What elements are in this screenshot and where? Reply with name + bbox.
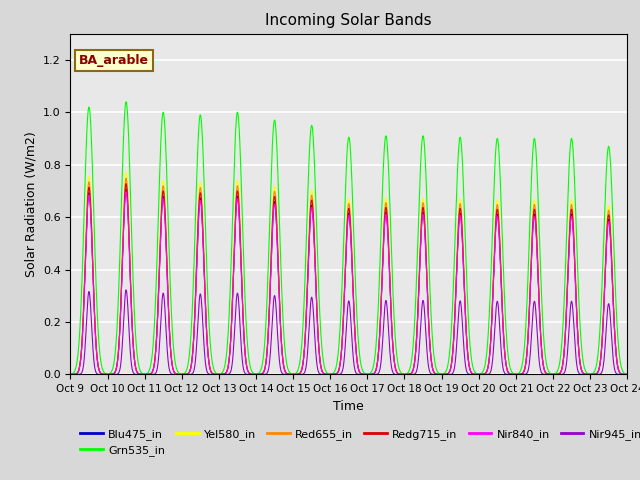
Nir945_in	[67, 372, 74, 377]
Red655_in	[122, 175, 130, 181]
Blu475_in	[122, 186, 130, 192]
X-axis label: Time: Time	[333, 400, 364, 413]
Grn535_in	[505, 358, 513, 363]
Blu475_in	[186, 369, 193, 374]
Redg715_in	[180, 372, 188, 377]
Nir945_in	[275, 352, 283, 358]
Nir945_in	[505, 372, 513, 377]
Yel580_in	[505, 370, 513, 376]
Red655_in	[621, 372, 629, 377]
Line: Blu475_in: Blu475_in	[70, 189, 627, 374]
Yel580_in	[426, 336, 433, 342]
Redg715_in	[67, 372, 74, 377]
Line: Grn535_in: Grn535_in	[70, 102, 627, 374]
Yel580_in	[621, 372, 629, 377]
Yel580_in	[122, 170, 130, 176]
Nir840_in	[122, 189, 130, 194]
Redg715_in	[122, 180, 130, 186]
Nir840_in	[180, 372, 188, 377]
Blu475_in	[67, 372, 74, 377]
Yel580_in	[186, 369, 193, 374]
Blu475_in	[623, 372, 631, 377]
Red655_in	[275, 279, 283, 285]
Nir840_in	[623, 372, 631, 377]
Nir840_in	[67, 372, 74, 377]
Grn535_in	[67, 372, 74, 377]
Nir840_in	[505, 370, 513, 376]
Nir945_in	[122, 287, 130, 293]
Yel580_in	[275, 276, 283, 282]
Redg715_in	[186, 369, 193, 374]
Blu475_in	[505, 370, 513, 376]
Blu475_in	[426, 339, 433, 345]
Yel580_in	[180, 372, 188, 377]
Grn535_in	[180, 371, 188, 376]
Nir945_in	[621, 372, 629, 377]
Nir840_in	[426, 339, 433, 345]
Title: Incoming Solar Bands: Incoming Solar Bands	[266, 13, 432, 28]
Line: Yel580_in: Yel580_in	[70, 173, 627, 374]
Legend: Blu475_in, Grn535_in, Yel580_in, Red655_in, Redg715_in, Nir840_in, Nir945_in: Blu475_in, Grn535_in, Yel580_in, Red655_…	[76, 424, 640, 460]
Line: Red655_in: Red655_in	[70, 178, 627, 374]
Blu475_in	[621, 372, 629, 377]
Nir840_in	[186, 369, 193, 375]
Y-axis label: Solar Radiation (W/m2): Solar Radiation (W/m2)	[24, 131, 37, 277]
Redg715_in	[623, 372, 631, 377]
Nir945_in	[180, 372, 188, 377]
Grn535_in	[186, 350, 193, 356]
Nir945_in	[426, 369, 433, 374]
Line: Nir840_in: Nir840_in	[70, 192, 627, 374]
Text: BA_arable: BA_arable	[79, 54, 148, 67]
Nir840_in	[275, 285, 283, 291]
Yel580_in	[67, 372, 74, 377]
Grn535_in	[426, 279, 433, 285]
Nir945_in	[623, 372, 631, 377]
Redg715_in	[621, 372, 629, 377]
Redg715_in	[275, 281, 283, 287]
Red655_in	[186, 369, 193, 374]
Yel580_in	[623, 372, 631, 377]
Red655_in	[180, 372, 188, 377]
Red655_in	[623, 372, 631, 377]
Grn535_in	[623, 372, 631, 377]
Grn535_in	[275, 202, 283, 207]
Nir840_in	[621, 372, 629, 377]
Blu475_in	[275, 284, 283, 290]
Grn535_in	[122, 99, 130, 105]
Grn535_in	[621, 371, 629, 377]
Nir945_in	[186, 372, 193, 377]
Redg715_in	[426, 338, 433, 344]
Line: Nir945_in: Nir945_in	[70, 290, 627, 374]
Blu475_in	[180, 372, 188, 377]
Red655_in	[505, 370, 513, 376]
Red655_in	[67, 372, 74, 377]
Line: Redg715_in: Redg715_in	[70, 183, 627, 374]
Redg715_in	[505, 370, 513, 376]
Red655_in	[426, 337, 433, 343]
